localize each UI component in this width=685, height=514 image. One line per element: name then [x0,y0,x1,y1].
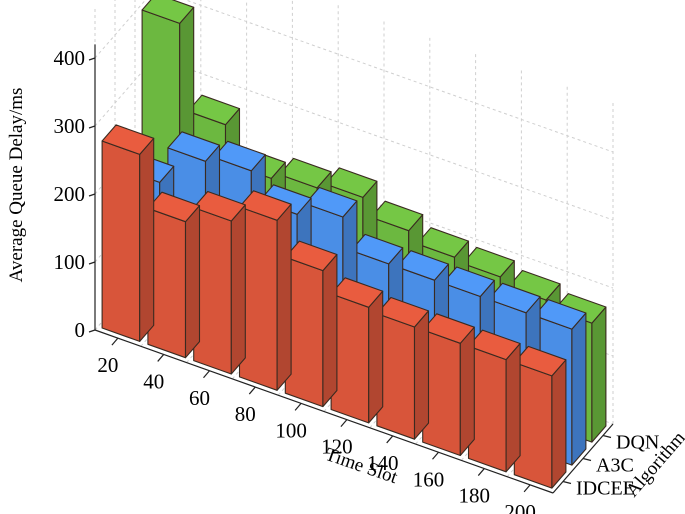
gridline [94,0,614,153]
z-tick [88,125,96,129]
bar-side-face [368,290,384,424]
y-tick-label: A3C [596,455,634,477]
bar-idcee-40 [147,191,201,359]
x-tick [386,435,394,444]
y-tick-label: DQN [616,432,659,454]
z-tick-label: 0 [75,318,86,342]
bar-top-face [513,345,567,377]
bar-top-face [187,94,241,126]
y-tick [602,434,612,439]
bar-top-face [396,250,450,281]
bar-side-face [184,205,201,359]
bar-top-face [462,246,515,278]
bar-top-face [487,282,541,314]
x-tick-label: 100 [275,418,307,442]
bar-side-face [591,306,607,443]
x-axis-line [94,329,554,494]
bar-idcee-180 [467,329,521,473]
x-tick-label: 160 [413,467,445,491]
bar-idcee-200 [513,345,567,489]
x-tick-label: 140 [367,451,399,475]
z-tick-label: 200 [54,182,86,206]
y-tick [582,457,592,462]
bar-idcee-80 [238,190,292,391]
x-tick [248,386,256,395]
bar-top-face [370,200,424,232]
z-axis-title: Average Queue Delay/ms [6,88,27,283]
bar-top-face [422,313,475,344]
y-tick-label: IDCEE [576,478,635,500]
bar-side-face [505,342,521,473]
x-tick-label: 180 [459,484,491,508]
bar-top-face [416,227,470,258]
bar-top-face [324,167,378,198]
bar-side-face [139,137,155,342]
bar-side-face [276,203,292,391]
x-tick-label: 80 [235,402,256,426]
bar-top-face [330,277,384,308]
x-tick [203,370,210,379]
x-tick-label: 200 [504,500,536,514]
bar-side-face [413,310,430,440]
y-tick [562,480,572,485]
bar-side-face [571,312,587,466]
bar-top-face [284,240,338,272]
bar-side-face [230,204,246,375]
bar-side-face [459,326,475,457]
bar-top-face [141,0,195,24]
bar-top-face [376,296,430,328]
chart-labels: 0 100 200 300 400 20 40 60 80 100 120 140 160 180 200 I… [54,46,660,514]
z-tick [88,329,96,333]
bar-top-face [533,299,587,330]
x-tick [340,419,348,428]
z-tick [88,193,96,197]
bar-top-face [167,131,221,162]
bar-top-face [442,266,495,298]
bar-idcee-60 [193,190,246,375]
x-tick-label: 40 [143,369,164,393]
x-tick [523,484,531,493]
x-tick [157,354,165,362]
bar-top-face [278,157,332,189]
bar-side-face [322,253,338,408]
z-tick-label: 300 [54,114,86,138]
chart-axes [88,44,614,494]
z-tick-label: 400 [54,46,86,70]
x-tick [477,468,485,476]
x-tick [294,402,302,411]
bar-front-face [101,140,141,342]
z-tick [88,57,96,61]
bar-idcee-20 [101,124,155,342]
bar-top-face [350,233,404,265]
bar-side-face [551,359,567,489]
x-tick [432,451,439,460]
x-tick-label: 120 [321,435,353,459]
bar-idcee-100 [284,240,338,408]
bar-top-face [304,186,358,218]
bar-idcee-140 [376,296,430,440]
x-tick-label: 20 [97,353,118,377]
bar-idcee-160 [422,313,475,457]
bar-top-face [238,190,292,221]
z-tick [88,261,96,265]
bar-top-face [101,124,155,155]
bar-top-face [147,191,201,223]
z-tick-label: 100 [54,250,86,274]
bar-top-face [193,190,246,222]
bar-top-face [213,140,266,172]
bar-idcee-120 [330,277,384,424]
chart-bars [101,0,607,489]
bar-top-face [467,329,521,361]
x-tick [111,337,119,346]
x-tick-label: 60 [189,386,210,410]
